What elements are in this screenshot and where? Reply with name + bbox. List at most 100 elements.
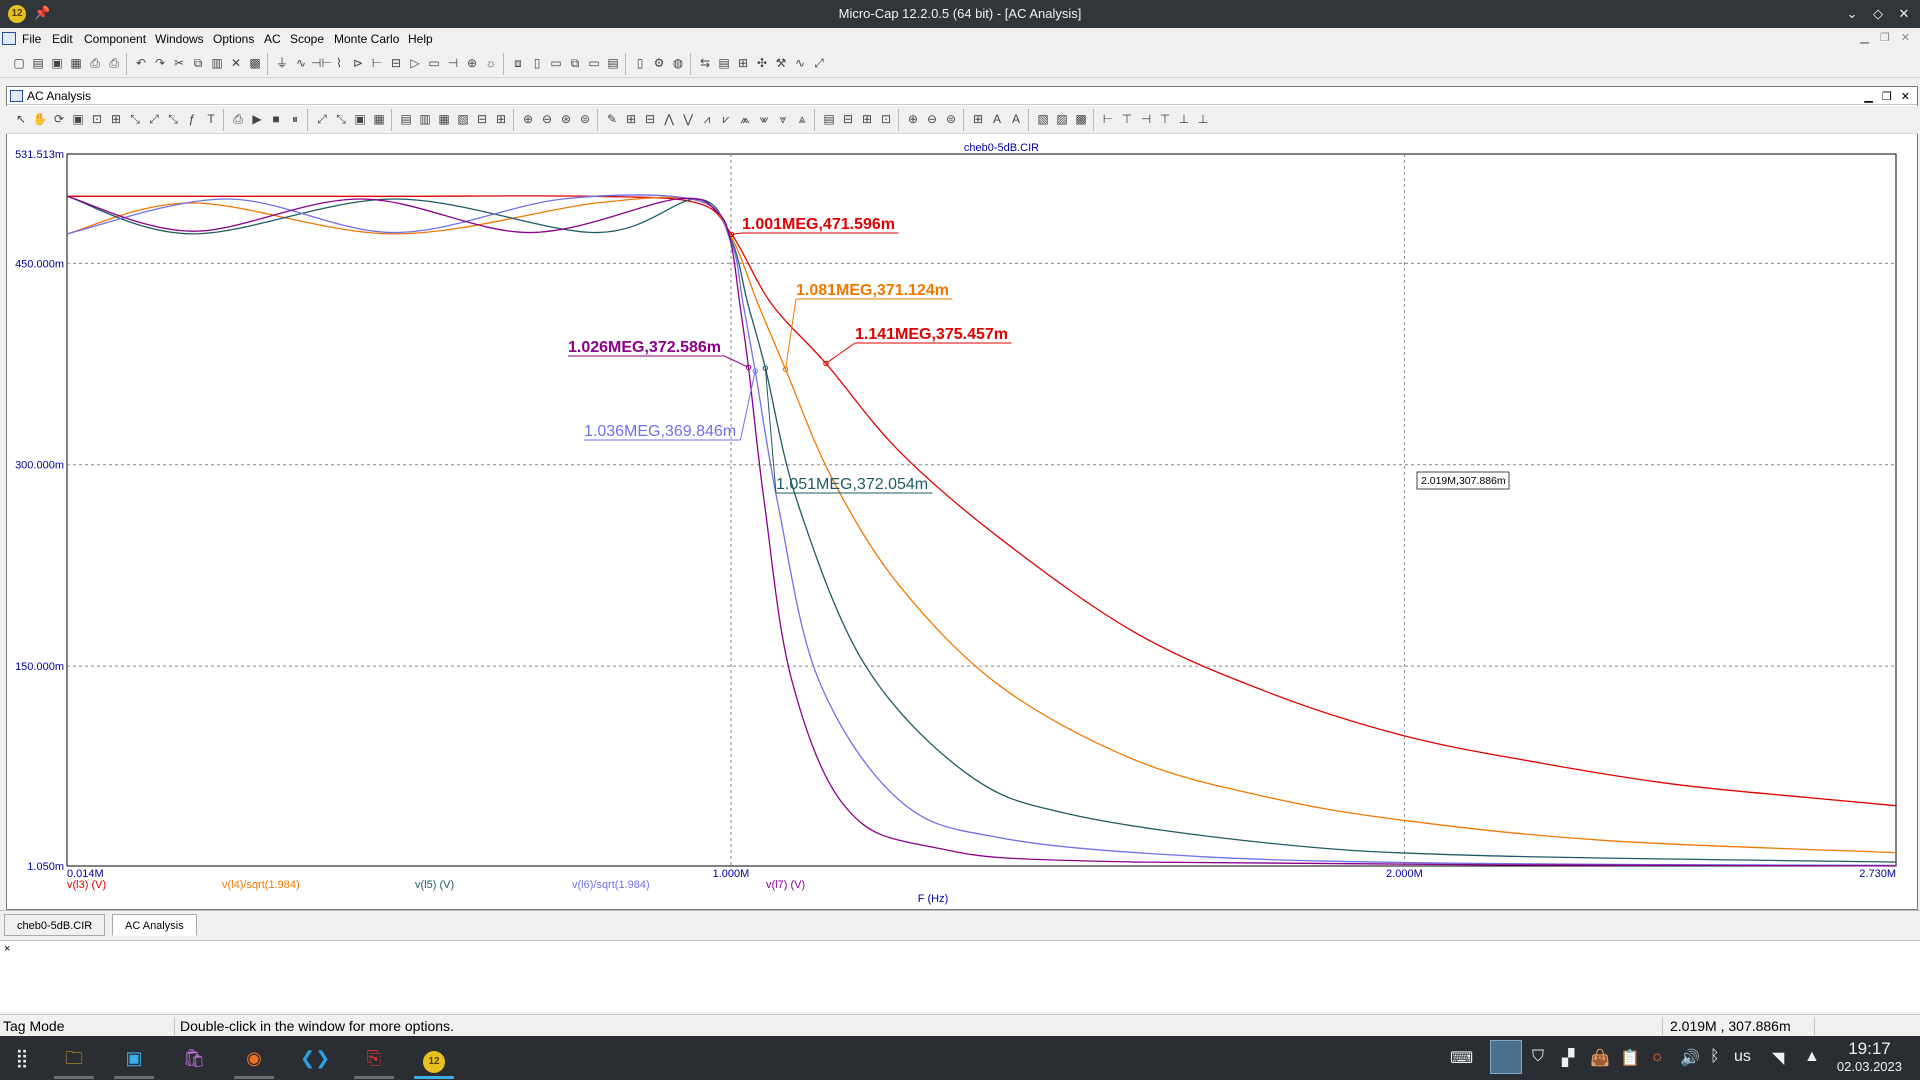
scale-mode-icon[interactable]: ▣ [72, 112, 84, 126]
plot-icon[interactable]: ∿ [794, 56, 806, 70]
pin-icon[interactable]: 📌 [34, 5, 51, 20]
grid-icon[interactable]: ⊞ [737, 56, 749, 70]
tag-icon[interactable]: ▤ [823, 112, 835, 126]
windows-icon[interactable]: ▞ [1562, 1050, 1575, 1067]
inflection-icon[interactable]: ⩘ [703, 112, 711, 126]
scale-x-icon[interactable]: ⤢ [317, 112, 327, 126]
menu-file[interactable]: File [22, 32, 42, 46]
pan-icon[interactable]: ✋ [32, 112, 48, 126]
output-pane[interactable]: × [0, 940, 1920, 1012]
output-pane-close-icon[interactable]: × [4, 943, 11, 955]
updates-icon[interactable]: ☼ [1650, 1048, 1665, 1065]
list-icon[interactable]: ▤ [607, 56, 619, 70]
menu-windows[interactable]: Windows [155, 32, 204, 46]
tab-ac-analysis[interactable]: AC Analysis [112, 914, 197, 936]
slope-icon[interactable]: ⩗ [722, 112, 730, 126]
point-tag-label[interactable]: 1.036MEG,369.846m [584, 423, 736, 440]
grid-c-icon[interactable]: ▦ [438, 112, 450, 126]
redo-icon[interactable]: ↷ [154, 56, 166, 70]
top-icon[interactable]: ⩕ [740, 112, 750, 126]
battery-icon[interactable]: ⊣ [447, 56, 459, 70]
valley-icon[interactable]: ⊟ [644, 112, 656, 126]
grid-mode-icon[interactable]: ⊞ [110, 112, 122, 126]
low-icon[interactable]: ⋁ [683, 112, 693, 126]
align-bottom-icon[interactable]: ⊥ [1197, 112, 1209, 126]
menu-ac[interactable]: AC [264, 32, 281, 46]
subckt-icon[interactable]: ▭ [428, 56, 440, 70]
tag-vertical-icon[interactable]: ⊟ [842, 112, 854, 126]
tray-expand-icon[interactable]: ▲ [1804, 1048, 1820, 1065]
select-mode-icon[interactable]: ↖ [15, 112, 27, 126]
delete-icon[interactable]: ✕ [230, 56, 242, 70]
inductor-icon[interactable]: ⌇ [336, 56, 342, 70]
save-all-icon[interactable]: ▦ [70, 56, 82, 70]
point-tag-label[interactable]: 1.081MEG,371.124m [796, 282, 949, 299]
page-icon[interactable]: ▯ [636, 56, 644, 70]
tokens-icon[interactable]: ▦ [373, 112, 385, 126]
run-analysis-icon[interactable]: ▶ [252, 112, 262, 126]
menu-edit[interactable]: Edit [52, 32, 73, 46]
axis-icon[interactable]: ⊟ [476, 112, 488, 126]
scale-icon[interactable]: ⤢ [814, 56, 824, 70]
legend-entry[interactable]: v(l4)/sqrt(1.984) [222, 879, 300, 891]
legend-entry[interactable]: v(l5) (V) [415, 879, 454, 891]
font-size-icon[interactable]: A [1011, 112, 1020, 126]
align-center-icon[interactable]: ⊤ [1121, 112, 1133, 126]
child-window-buttons[interactable]: ▁ ❐ ✕ [1864, 91, 1913, 103]
undo-icon[interactable]: ↶ [135, 56, 147, 70]
wifi-icon[interactable]: ◥ [1772, 1050, 1785, 1067]
keyboard-icon[interactable]: ⌨ [1450, 1050, 1474, 1067]
globe-icon[interactable]: ◍ [672, 56, 684, 70]
component-icon[interactable]: ⚙ [653, 56, 665, 70]
open-icon[interactable]: ▤ [32, 56, 44, 70]
save-icon[interactable]: ▣ [51, 56, 63, 70]
point-tag-label[interactable]: 1.051MEG,372.054m [776, 476, 928, 493]
zoom-out-icon[interactable]: ⊖ [926, 112, 938, 126]
diode-icon[interactable]: ⊳ [352, 56, 364, 70]
zoom-out-plot-icon[interactable]: ⊖ [541, 112, 553, 126]
legend-entry[interactable]: v(l3) (V) [67, 879, 106, 891]
file-manager-icon[interactable]: 🗀 [65, 1048, 83, 1068]
copy-plot-icon[interactable]: ▧ [1037, 112, 1049, 126]
menu-help[interactable]: Help [408, 32, 433, 46]
ground-icon[interactable]: ⏚ [275, 56, 288, 70]
layer-icon[interactable]: ▩ [1075, 112, 1087, 126]
copy-icon[interactable]: ⧉ [193, 56, 203, 70]
ac-analysis-plot[interactable]: 531.513m 450.000m 300.000m 150.000m 1.050m0.… [0, 138, 1920, 908]
minimize-button[interactable]: ⌄ [1846, 6, 1858, 21]
zoom-restore-icon[interactable]: ⊜ [579, 112, 591, 126]
mosfet-icon[interactable]: ⊟ [390, 56, 402, 70]
tab-schematic[interactable]: cheb0-5dB.CIR [4, 914, 106, 936]
bluetooth-icon[interactable]: ᛒ [1710, 1048, 1720, 1065]
align-left-icon[interactable]: ⊢ [1102, 112, 1114, 126]
high-icon[interactable]: ⋀ [664, 112, 674, 126]
zoom-fit-icon[interactable]: ⊛ [560, 112, 572, 126]
tile-horizontal-icon[interactable]: ▭ [550, 56, 562, 70]
window-icon[interactable]: ▭ [588, 56, 600, 70]
app-launcher-icon[interactable]: ⣿ [15, 1048, 29, 1068]
global-low-icon[interactable]: ⩓ [798, 112, 806, 126]
vscode-icon[interactable]: ❮❯ [300, 1048, 331, 1068]
function-icon[interactable]: ƒ [188, 112, 196, 126]
mdi-window-buttons[interactable]: ▁ ❐ ✕ [1860, 32, 1914, 44]
keyboard-layout[interactable]: us [1734, 1048, 1751, 1065]
clipboard-icon[interactable]: 📋 [1620, 1050, 1640, 1067]
zoom-box-icon[interactable]: ⊡ [91, 112, 103, 126]
paste-icon[interactable]: ▥ [211, 56, 223, 70]
align-right-icon[interactable]: ⊣ [1140, 112, 1152, 126]
peak-icon[interactable]: ⊞ [625, 112, 637, 126]
menu-monte-carlo[interactable]: Monte Carlo [334, 32, 400, 46]
zoom-in-icon[interactable]: ⊕ [907, 112, 919, 126]
bag-icon[interactable]: 👜 [1590, 1050, 1610, 1067]
terminal-icon[interactable]: ▣ [125, 1048, 143, 1068]
select-all-icon[interactable]: ▩ [249, 56, 261, 70]
point-tag-icon[interactable]: ⊡ [880, 112, 892, 126]
shield-icon[interactable]: ⛉ [1532, 1048, 1545, 1065]
point-tag-label[interactable]: 1.141MEG,375.457m [855, 326, 1008, 343]
maximize-button[interactable]: ◇ [1873, 6, 1883, 21]
capacitor-icon[interactable]: ⊣⊢ [311, 56, 332, 70]
expand-icon[interactable]: ⤢ [149, 112, 159, 126]
flag-icon[interactable]: ☼ [485, 56, 497, 70]
point-tag-label[interactable]: 1.026MEG,372.586m [568, 339, 721, 356]
tile-vertical-icon[interactable]: ▯ [533, 56, 541, 70]
